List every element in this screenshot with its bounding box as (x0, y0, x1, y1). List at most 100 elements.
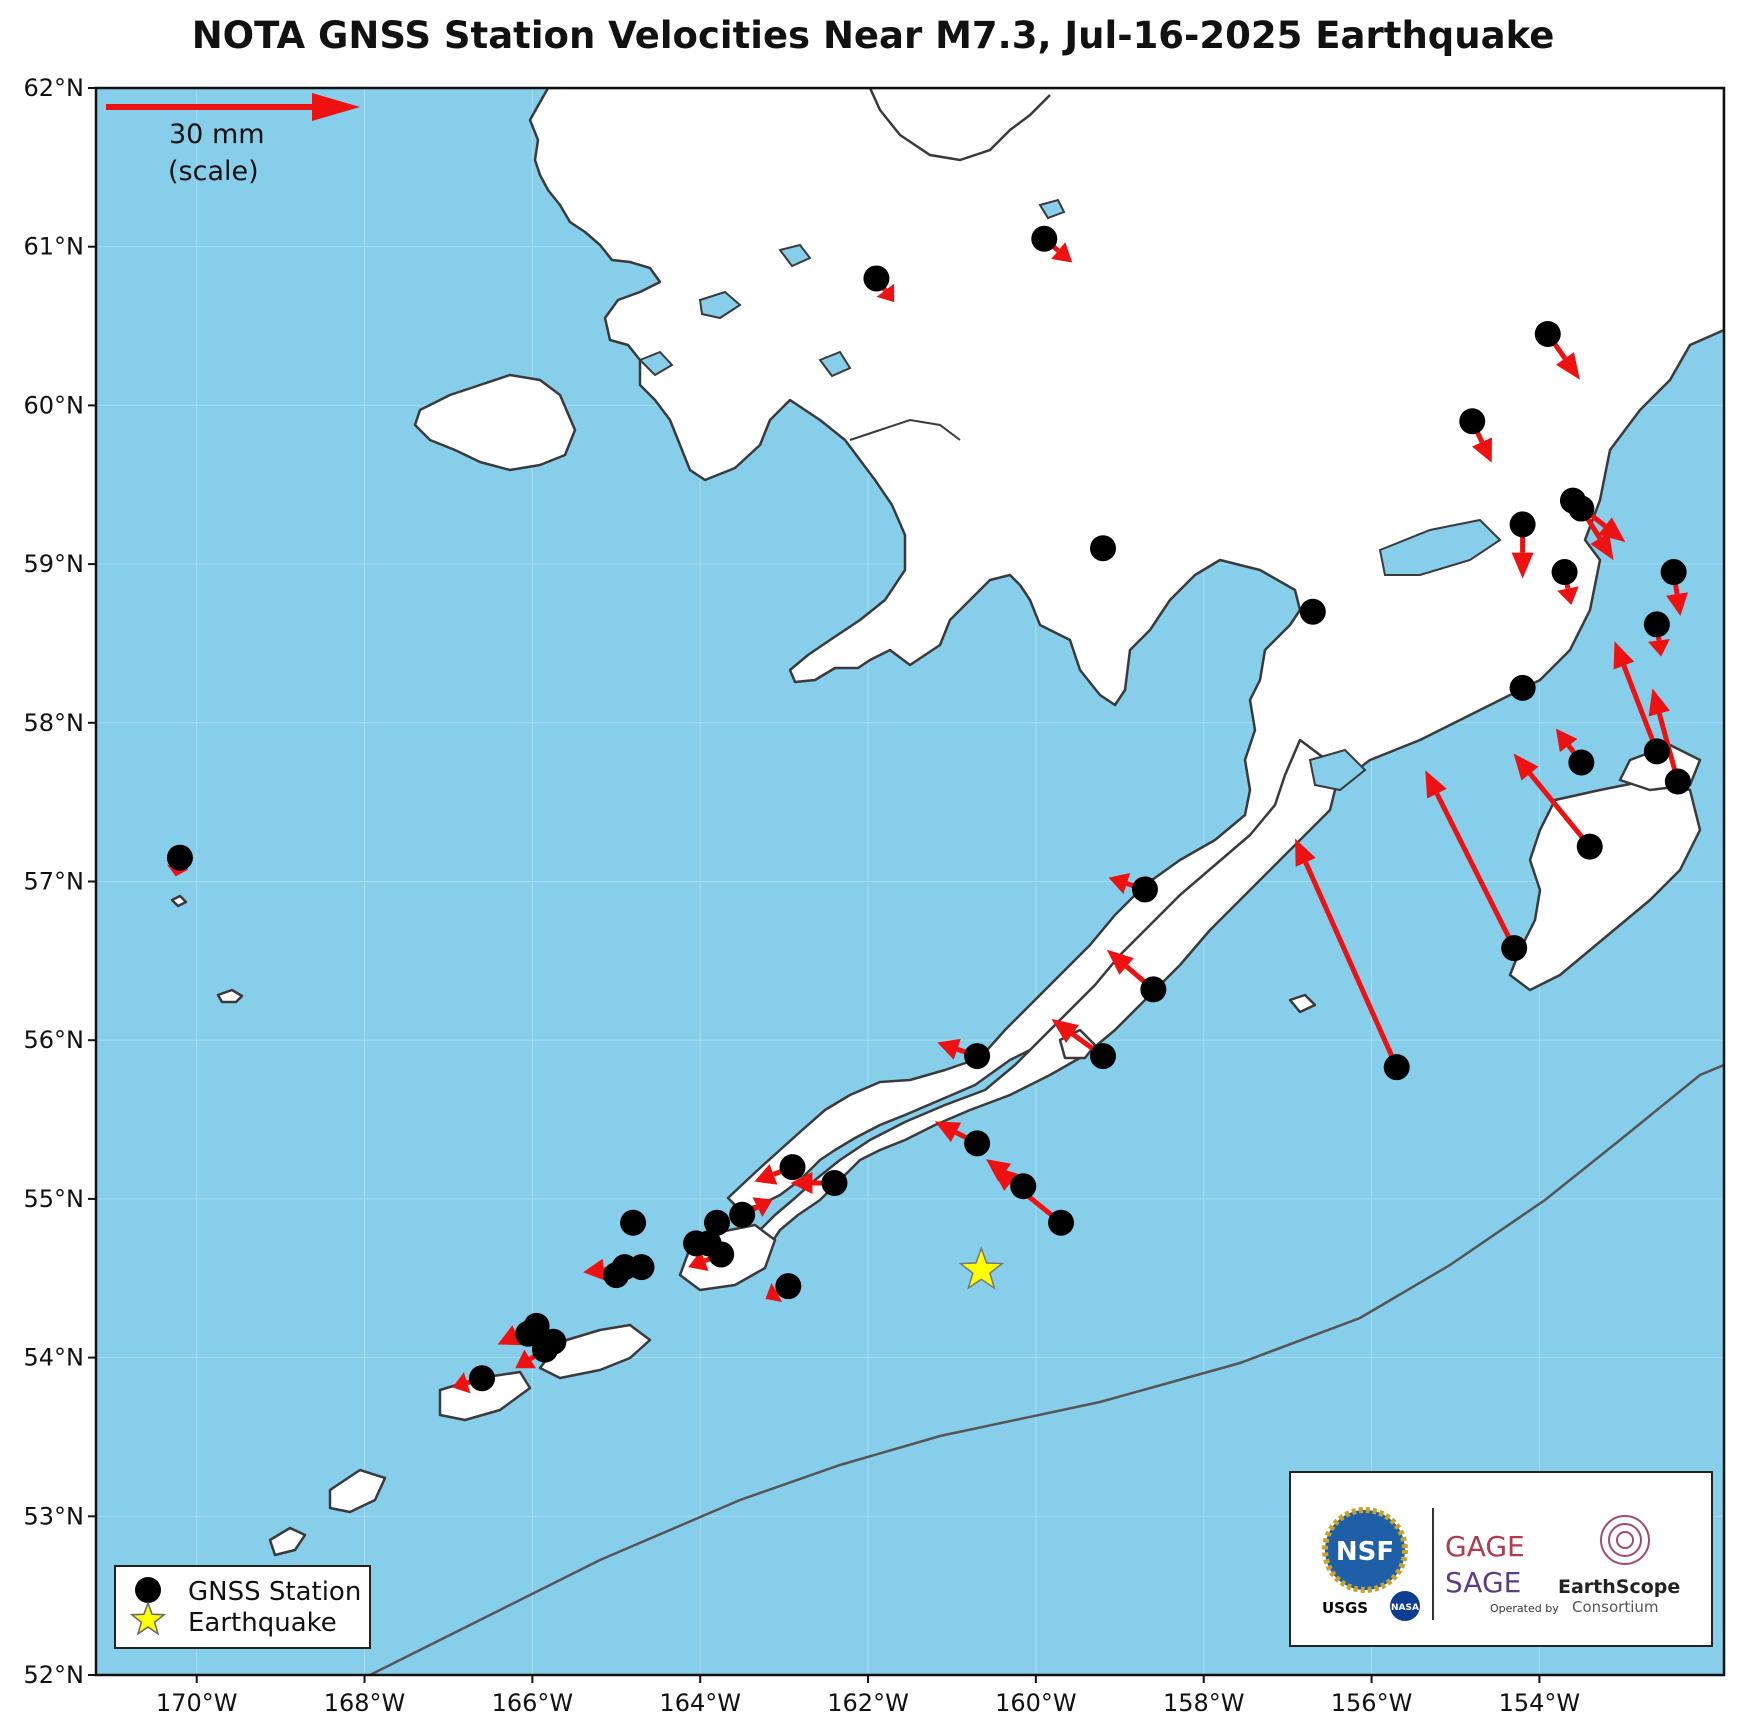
lon-tick-label: 158°W (1163, 1689, 1245, 1713)
gnss-station-27 (779, 1154, 806, 1181)
velocity-arrow-head-11 (1666, 592, 1688, 617)
operated-by-text: Operated by (1490, 1602, 1559, 1615)
velocity-arrow-17 (1528, 771, 1592, 849)
gnss-station-21 (1140, 976, 1167, 1003)
tundra-lake-5 (1038, 198, 1066, 220)
tundra-lake-1 (698, 290, 742, 320)
gnss-station-38 (603, 1262, 630, 1289)
semidi-island (1288, 993, 1317, 1014)
legend-station-marker (135, 1577, 161, 1603)
gnss-station-43 (531, 1336, 558, 1363)
tundra-lake-4 (818, 350, 852, 378)
sage-logo-text: SAGE (1445, 1566, 1521, 1599)
lon-tick-label: 156°W (1331, 1689, 1413, 1713)
gnss-station-40 (515, 1320, 542, 1347)
earthquake-epicenter (958, 1246, 1005, 1290)
lon-tick-label: 168°W (324, 1689, 406, 1713)
gnss-station-5 (1534, 320, 1561, 347)
gnss-station-19 (1383, 1054, 1410, 1081)
graticule (96, 88, 1724, 1675)
gnss-station-9 (1568, 495, 1595, 522)
velocity-arrow-head-28 (790, 1172, 813, 1195)
gnss-station-26 (1048, 1209, 1075, 1236)
tundra-lake-3 (638, 350, 674, 377)
velocity-arrow-head-7 (1511, 552, 1534, 579)
lon-tick-label: 166°W (492, 1689, 574, 1713)
scale-arrow-head (312, 93, 360, 121)
islands-of-four-mountains (328, 1468, 387, 1514)
velocity-arrow-head-24 (934, 1121, 962, 1143)
scale-arrow: 30 mm (scale) (106, 93, 360, 187)
velocity-arrow-head-5 (1555, 352, 1580, 380)
gnss-station-1 (863, 265, 890, 292)
lat-tick-label: 60°N (24, 391, 85, 419)
kuskokwim-river (849, 418, 961, 441)
velocity-arrow-head-18 (1425, 770, 1447, 799)
gnss-station-0 (166, 844, 193, 871)
gnss-station-23 (964, 1043, 991, 1070)
gnss-station-24 (964, 1130, 991, 1157)
gnss-station-15 (1664, 768, 1691, 795)
earthscope-logo-ring-1 (1600, 1515, 1650, 1565)
gnss-station-30 (620, 1209, 647, 1236)
earthscope-logo-ring-3 (1616, 1531, 1634, 1549)
nasa-logo (1390, 1591, 1420, 1621)
lon-tick-label: 162°W (827, 1689, 909, 1713)
trench-line (369, 1063, 1724, 1675)
velocity-arrow-head-17 (1513, 753, 1539, 781)
gnss-station-20 (1131, 876, 1158, 903)
gnss-station-31 (703, 1209, 730, 1236)
legend: GNSS Station Earthquake (114, 1565, 371, 1649)
unalaska-island (538, 1323, 652, 1380)
legend-earthquake-label: Earthquake (188, 1608, 337, 1638)
gnss-station-13 (1509, 674, 1536, 701)
western-islet (268, 1526, 307, 1557)
lon-tick-label: 160°W (995, 1689, 1077, 1713)
velocity-arrow-18 (1434, 792, 1517, 950)
legend-station-label: GNSS Station (188, 1577, 361, 1607)
velocity-arrow-head-6 (1472, 437, 1492, 463)
scale-label-line1: 30 mm (169, 119, 265, 150)
lon-tick-label: 154°W (1499, 1689, 1581, 1713)
gnss-station-4 (1299, 598, 1326, 625)
yukon-river (868, 88, 1051, 162)
lat-tick-label: 59°N (24, 550, 85, 578)
gnss-station-33 (708, 1241, 735, 1268)
lake-becharof (1308, 748, 1367, 792)
lat-tick-label: 54°N (24, 1344, 85, 1372)
velocity-arrow-head-20 (1108, 873, 1131, 894)
logo-panel: NSF USGS NASA GAGE SAGE Operated by Eart… (1289, 1471, 1713, 1647)
inland-waters (638, 198, 1502, 792)
gnss-station-42 (469, 1365, 496, 1392)
consortium-logo-text: Consortium (1572, 1598, 1658, 1616)
nasa-logo-text: NASA (1391, 1603, 1419, 1613)
usgs-logo-text: USGS (1322, 1599, 1368, 1617)
gnss-station-28 (821, 1170, 848, 1197)
nsf-logo (1322, 1507, 1408, 1593)
velocity-arrow-head-43 (515, 1349, 536, 1369)
earthscope-logo-text: EarthScope (1558, 1576, 1680, 1598)
pribilof-island-small (170, 894, 188, 908)
velocity-arrow-head-2 (1051, 242, 1073, 263)
lat-tick-label: 62°N (24, 74, 85, 102)
gnss-station-14 (1643, 738, 1670, 765)
gnss-stations (166, 225, 1691, 1392)
map-title: NOTA GNSS Station Velocities Near M7.3, … (191, 14, 1555, 57)
legend-earthquake-marker (129, 1600, 167, 1636)
lat-tick-label: 55°N (24, 1185, 85, 1213)
gnss-station-22 (1090, 1043, 1117, 1070)
gnss-station-12 (1643, 611, 1670, 638)
gnss-station-6 (1459, 408, 1486, 435)
velocity-arrow-head-9 (1590, 532, 1614, 561)
velocity-arrow-19 (1303, 861, 1400, 1069)
tundra-lake-2 (778, 243, 812, 268)
latitude-labels: 62°N 61°N 60°N 59°N 58°N 57°N 56°N 55°N 54°N 53°N… (24, 74, 85, 1689)
gnss-station-17 (1576, 833, 1603, 860)
gnss-station-25 (1010, 1173, 1037, 1200)
lat-tick-label: 58°N (24, 709, 85, 737)
velocity-arrow-head-33 (688, 1250, 709, 1272)
velocity-arrow-head-19 (1295, 838, 1316, 867)
earthscope-logo-ring-2 (1608, 1523, 1642, 1557)
velocity-arrow-head-16 (1555, 728, 1578, 753)
lon-tick-label: 164°W (659, 1689, 741, 1713)
